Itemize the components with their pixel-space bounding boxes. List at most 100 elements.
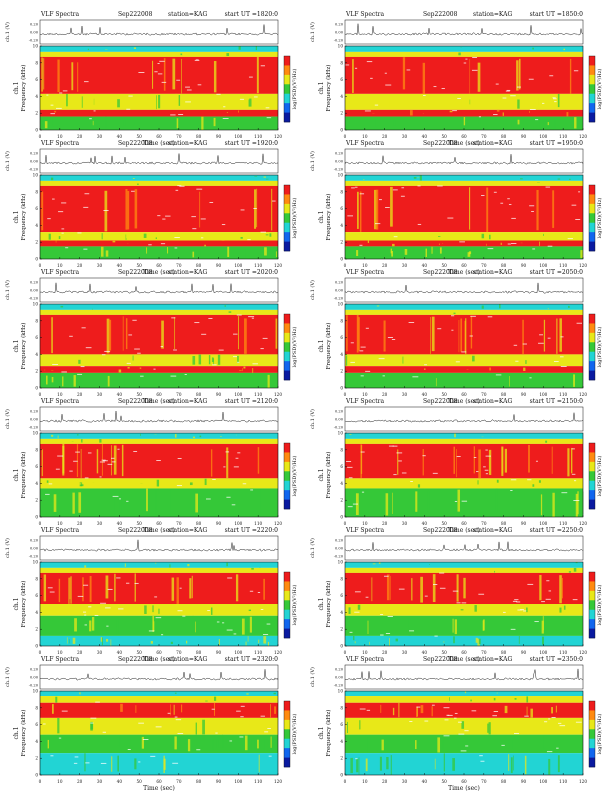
- spectrogram-streak: [358, 757, 360, 775]
- spectrogram-streak: [534, 722, 537, 731]
- colorbar-segment: [284, 452, 290, 463]
- header-station: station=KAG: [168, 656, 207, 663]
- spectrogram-speck: [465, 58, 468, 60]
- spectrogram-streak: [263, 578, 265, 600]
- y-tick-label: 8: [35, 705, 38, 710]
- spectrogram-streak: [174, 93, 178, 105]
- x-tick-label: 120: [579, 521, 587, 526]
- spectrogram-streak: [238, 46, 241, 50]
- header-station: station=KAG: [168, 269, 207, 276]
- spectrogram-streak: [481, 305, 484, 309]
- spectrogram-speck: [55, 468, 60, 470]
- spectrogram-streak: [66, 94, 68, 107]
- waveform-tick-label: 0.00: [30, 418, 39, 422]
- spectrogram-band-yellow: [345, 51, 583, 57]
- spectrogram-speck: [461, 351, 467, 353]
- spectrogram-streak: [409, 110, 413, 116]
- y-tick-label: 10: [338, 302, 344, 307]
- colorbar-segment: [589, 241, 595, 252]
- x-tick-label: 30: [402, 650, 408, 655]
- x-tick-label: 80: [501, 134, 507, 139]
- header-date: Sep222008: [118, 269, 153, 276]
- spectrogram: [40, 562, 278, 646]
- spectrogram-speck: [194, 59, 200, 61]
- y-tick-label: 0: [35, 257, 38, 262]
- x-tick-label: 30: [97, 650, 103, 655]
- x-tick-label: 90: [521, 779, 527, 784]
- colorbar-segment: [589, 443, 595, 453]
- colorbar-segment: [589, 757, 595, 768]
- spectrogram-streak: [105, 250, 109, 257]
- spectrogram-speck: [222, 622, 225, 624]
- spectrogram-speck: [549, 75, 554, 77]
- spectrogram-speck: [524, 715, 529, 717]
- spectrogram-speck: [470, 315, 476, 317]
- spectrogram-speck: [359, 350, 364, 352]
- spectrogram-streak: [255, 120, 259, 127]
- spectrogram-speck: [406, 69, 411, 71]
- colorbar-segment: [284, 701, 290, 711]
- spectrogram-speck: [400, 195, 405, 197]
- spectrogram-streak: [538, 97, 541, 106]
- spectrogram-speck: [175, 189, 179, 191]
- colorbar-label: log(PSD)(V²/Hz): [596, 714, 603, 755]
- x-tick-label: 30: [402, 263, 408, 268]
- spectrogram-speck: [531, 211, 534, 212]
- spectrogram-band-green: [40, 488, 278, 517]
- spectrogram-streak: [273, 478, 277, 486]
- spectrogram-streak: [453, 636, 455, 644]
- spectrogram-streak: [507, 232, 509, 240]
- spectrogram-streak: [199, 191, 201, 228]
- spectrogram-band-red: [40, 366, 278, 373]
- spectrogram-streak: [559, 575, 562, 604]
- x-tick-label: 50: [441, 779, 447, 784]
- y-tick-label: 8: [340, 60, 343, 65]
- spectrogram-speck: [200, 218, 206, 220]
- y-axis-label: Frequency (kHz): [20, 452, 27, 499]
- spectrum-panel: VLF Spectra Sep222008 station=KAG start UT …: [309, 527, 603, 663]
- spectrogram-speck: [510, 95, 516, 97]
- colorbar-frame: [588, 184, 596, 252]
- spectrogram-speck: [514, 599, 519, 601]
- spectrogram-speck: [137, 352, 141, 354]
- spectrogram-speck: [459, 241, 465, 243]
- x-tick-label: 20: [77, 779, 83, 784]
- spectrogram-streak: [189, 578, 192, 599]
- spectrogram-speck: [65, 247, 69, 249]
- spectrogram-streak: [68, 577, 70, 604]
- spectrogram-speck: [84, 477, 89, 479]
- y-tick-label: 8: [340, 318, 343, 323]
- spectrogram-speck: [102, 460, 108, 462]
- spectrogram-speck: [52, 364, 59, 365]
- spectrogram-streak: [55, 696, 58, 703]
- spectrogram-streak: [48, 378, 50, 388]
- spectrogram-speck: [433, 86, 437, 88]
- y-tick-label: 6: [35, 464, 38, 469]
- waveform-frame: [39, 664, 279, 690]
- spectrogram-streak: [474, 605, 477, 612]
- spectrogram-streak: [84, 565, 87, 568]
- spectrogram-streak: [113, 445, 117, 475]
- spectrogram-streak: [257, 375, 259, 387]
- spectrogram-speck: [138, 722, 144, 724]
- spectrogram-speck: [398, 588, 405, 590]
- spectrogram-streak: [241, 618, 245, 635]
- spectrogram-speck: [240, 209, 245, 211]
- spectrogram-streak: [486, 243, 487, 246]
- spectrogram-streak: [91, 617, 95, 631]
- spectrogram-band-yellow: [345, 696, 583, 703]
- spectrogram-speck: [479, 755, 483, 757]
- spectrogram-streak: [275, 251, 277, 257]
- spectrogram-speck: [176, 485, 183, 487]
- spectrogram-streak: [568, 606, 571, 612]
- spectrogram-streak: [423, 235, 425, 237]
- spectrogram-streak: [416, 707, 418, 718]
- spectrogram-streak: [418, 607, 420, 614]
- spectrogram-streak: [192, 621, 194, 633]
- spectrogram-speck: [383, 575, 389, 577]
- spectrogram-band-green: [40, 615, 278, 636]
- x-tick-label: 10: [362, 263, 368, 268]
- spectrogram-speck: [240, 705, 245, 707]
- x-axis-label: Time (sec): [448, 140, 480, 147]
- spectrogram-speck: [47, 587, 53, 589]
